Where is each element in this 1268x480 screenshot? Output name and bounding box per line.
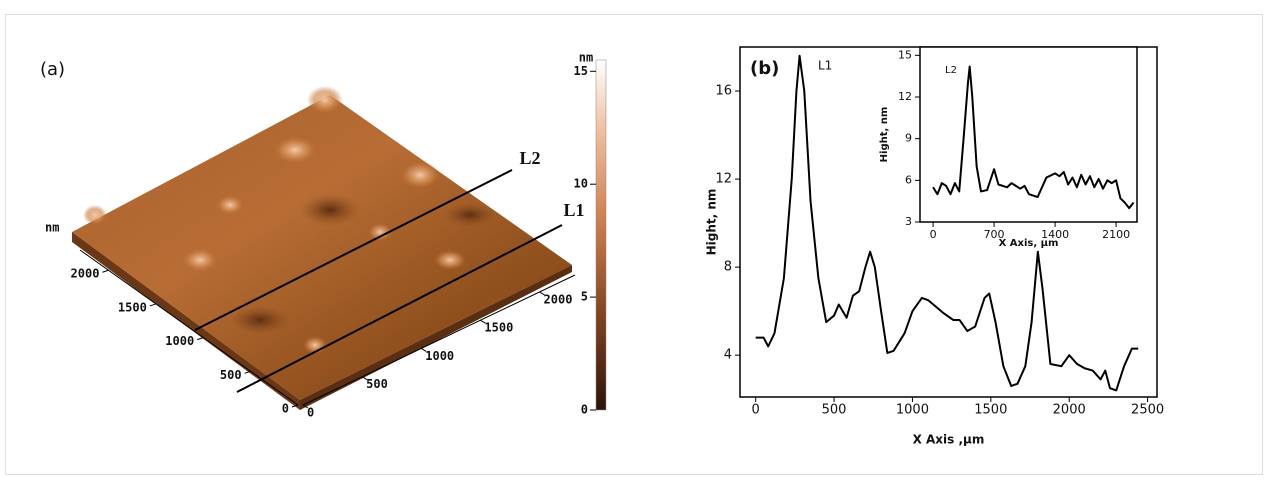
tick-mark [197,337,204,341]
tick-mark [421,348,427,352]
pit [300,194,360,226]
x-tick-label: 0 [307,406,314,420]
y-tick-label: 2000 [71,267,100,281]
tick-mark [244,370,251,374]
x-axis-label: X Axis ,μm [913,433,985,447]
tick-mark [291,404,299,408]
x-tick-label: 1400 [1041,228,1069,241]
x-tick-label: 500 [822,403,847,418]
tick-mark [361,376,368,381]
x-tick-label: 500 [366,377,388,391]
x-tick-label: 1000 [896,403,929,418]
x-tick-label: 700 [984,228,1005,241]
y-tick-label: 9 [905,132,912,145]
x-tick-label: 2100 [1102,228,1130,241]
y-tick-label: 1500 [118,300,147,314]
axis-unit: nm [45,221,59,235]
y-tick-label: 12 [898,90,912,103]
panel-label: (a) [40,59,65,80]
x-tick-label: 0 [752,403,760,418]
y-tick-label: 6 [905,173,912,186]
tick-mark [302,404,309,409]
y-tick-label: 15 [898,48,912,61]
surface [72,95,572,400]
profile-line [236,224,563,393]
colorbar-title: nm [579,51,593,65]
peak [400,161,440,189]
profile-line [755,54,1139,392]
colorbar-tick-label: 10 [574,177,588,191]
x-tick-label: 1500 [974,403,1007,418]
peak [83,205,107,225]
y-tick-label: 8 [724,260,732,275]
line-label: L2 [945,65,957,76]
y-tick-label: 12 [715,172,732,187]
y-axis-label: Hight, nm [879,107,890,163]
peak [307,86,343,114]
line-label: L2 [519,148,540,168]
peak [434,250,466,270]
x-tick-label: 2000 [544,292,573,306]
tick-mark [102,269,109,273]
tick-mark [539,291,545,296]
x-tick-label: 0 [930,228,937,241]
colorbar-tick-label: 5 [581,290,588,304]
tick-mark [480,319,486,324]
y-tick-label: 4 [724,348,732,363]
x-tick-label: 1000 [425,349,454,363]
x-tick-label: 2000 [1053,403,1086,418]
colorbar-tick-label: 0 [581,403,588,417]
peak [216,195,244,215]
y-axis-label: Hight, nm [705,189,719,256]
y-tick-label: 16 [715,84,732,99]
tick-mark [149,303,156,307]
peak [273,136,317,164]
x-tick-label: 2500 [1131,403,1164,418]
y-tick-label: 500 [220,368,242,382]
axis-line [79,249,299,406]
colorbar-tick-label: 15 [574,64,588,78]
x-tick-label: 1500 [484,321,513,335]
x-axis-label: X Axis, μm [999,238,1059,249]
peak [368,223,392,241]
line-label: L1 [563,200,584,220]
line-label: L1 [818,59,832,73]
y-tick-label: 3 [905,215,912,228]
figure-border [5,14,1263,475]
peak [182,248,218,272]
profile-line [932,65,1135,210]
axis-line [302,274,576,406]
pit [230,306,290,334]
y-tick-label: 1000 [165,334,194,348]
afm-surface: L2 L1 (a) nm nm [40,51,607,411]
profile-line [194,169,513,331]
pit [444,203,496,227]
y-tick-label: 0 [282,402,289,416]
panel-label: (b) [750,58,779,79]
colorbar [595,59,607,411]
